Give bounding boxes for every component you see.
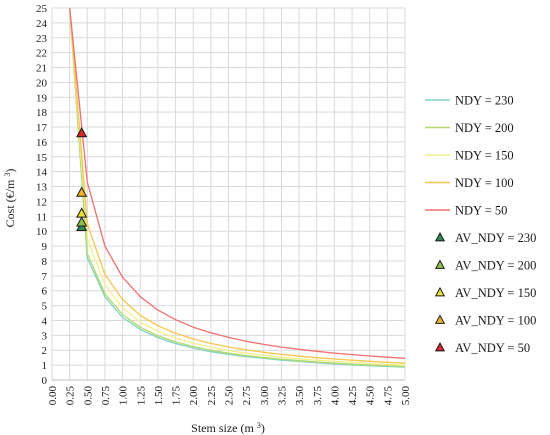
unit-superscript: 3 — [3, 173, 12, 177]
markers — [76, 126, 88, 231]
y-tick-label: 8 — [42, 256, 48, 268]
y-tick-label: 13 — [36, 182, 48, 194]
x-tick-label: 3.50 — [294, 386, 306, 406]
y-tick-label: 12 — [36, 196, 47, 208]
grid — [51, 7, 406, 381]
y-axis-title-text: Cost (€/m — [3, 179, 17, 227]
marker-av-ndy-50 — [76, 126, 88, 138]
series-line-ndy-200 — [69, 7, 406, 368]
y-tick-label: 6 — [42, 286, 48, 298]
series-line-ndy-230 — [69, 7, 406, 368]
legend-label: NDY = 200 — [455, 121, 514, 135]
y-tick-label: 20 — [36, 77, 48, 89]
legend-marker — [434, 231, 446, 242]
y-tick-label: 23 — [36, 33, 48, 45]
unit-superscript: 3 — [257, 421, 261, 430]
x-tick-label: 1.50 — [153, 386, 165, 406]
legend: NDY = 230 NDY = 200 NDY = 150 NDY = 100 NDY … — [425, 94, 536, 355]
y-tick-label: 19 — [36, 92, 48, 104]
legend-label: NDY = 50 — [455, 204, 507, 218]
unit-closing: ) — [261, 421, 265, 435]
y-tick-label: 18 — [36, 107, 48, 119]
y-tick-label: 25 — [36, 3, 48, 15]
y-axis-title: Cost (€/m 3) — [3, 169, 18, 228]
series-line-ndy-50 — [69, 7, 406, 359]
legend-label: NDY = 230 — [455, 94, 514, 108]
legend-label: AV_NDY = 50 — [455, 341, 530, 355]
y-tick-label: 14 — [36, 167, 48, 179]
legend-label: AV_NDY = 230 — [455, 231, 536, 245]
x-tick-label: 0.50 — [82, 386, 94, 406]
unit-closing: ) — [3, 169, 17, 173]
x-tick-label: 2.50 — [224, 386, 236, 406]
x-tick-label: 3.25 — [276, 386, 288, 406]
legend-label: NDY = 100 — [455, 176, 514, 190]
legend-label: AV_NDY = 150 — [455, 286, 536, 300]
y-tick-label: 9 — [42, 241, 48, 253]
legend-marker — [434, 341, 446, 352]
y-tick-label: 17 — [36, 122, 48, 134]
y-tick-label: 16 — [36, 137, 48, 149]
x-tick-label: 4.75 — [382, 386, 394, 406]
series-line-ndy-150 — [69, 7, 406, 366]
x-tick-label: 4.00 — [329, 386, 341, 406]
y-tick-label: 2 — [42, 345, 48, 357]
x-tick-label: 3.00 — [259, 386, 271, 406]
x-tick-label: 1.75 — [171, 386, 183, 406]
y-tick-label: 21 — [36, 63, 47, 75]
x-tick-label: 0.25 — [65, 386, 77, 406]
y-tick-label: 22 — [36, 48, 47, 60]
x-axis-title: Stem size (m 3) — [191, 421, 265, 435]
x-axis-ticks: 0.00 0.25 0.50 0.75 1.00 1.25 1.50 1.75 2.00 2.25… — [47, 386, 412, 406]
y-tick-label: 4 — [42, 315, 48, 327]
x-tick-label: 2.00 — [188, 386, 200, 406]
y-tick-label: 5 — [42, 301, 48, 313]
curves — [69, 7, 406, 368]
x-tick-label: 1.00 — [118, 386, 130, 406]
marker-av-ndy-100 — [76, 186, 88, 197]
y-tick-label: 15 — [36, 152, 48, 164]
legend-marker — [434, 259, 446, 269]
y-tick-label: 0 — [42, 375, 48, 387]
y-axis-ticks: 0123456789101112131415161718192021222324… — [36, 3, 48, 387]
y-tick-label: 11 — [36, 211, 47, 223]
x-tick-label: 4.50 — [365, 386, 377, 406]
x-tick-label: 2.25 — [206, 386, 218, 406]
x-tick-label: 1.25 — [135, 386, 147, 406]
x-tick-label: 0.75 — [100, 386, 112, 406]
marker-av-ndy-200 — [76, 216, 88, 227]
y-tick-label: 3 — [42, 330, 48, 342]
y-tick-label: 7 — [42, 271, 48, 283]
x-tick-label: 4.25 — [347, 386, 359, 406]
y-tick-label: 10 — [36, 226, 48, 238]
y-tick-label: 1 — [42, 360, 48, 372]
legend-label: AV_NDY = 200 — [455, 259, 536, 273]
x-tick-label: 5.00 — [400, 386, 412, 406]
x-axis-title-text: Stem size (m — [191, 421, 254, 435]
series-line-ndy-100 — [69, 7, 406, 364]
x-tick-label: 0.00 — [47, 386, 59, 406]
y-tick-label: 24 — [36, 18, 48, 30]
legend-label: AV_NDY = 100 — [455, 314, 536, 328]
x-tick-label: 2.75 — [241, 386, 253, 406]
legend-label: NDY = 150 — [455, 149, 514, 163]
marker-av-ndy-150 — [76, 207, 88, 218]
legend-marker — [434, 286, 446, 297]
legend-marker — [434, 314, 446, 324]
x-tick-label: 3.75 — [312, 386, 324, 406]
